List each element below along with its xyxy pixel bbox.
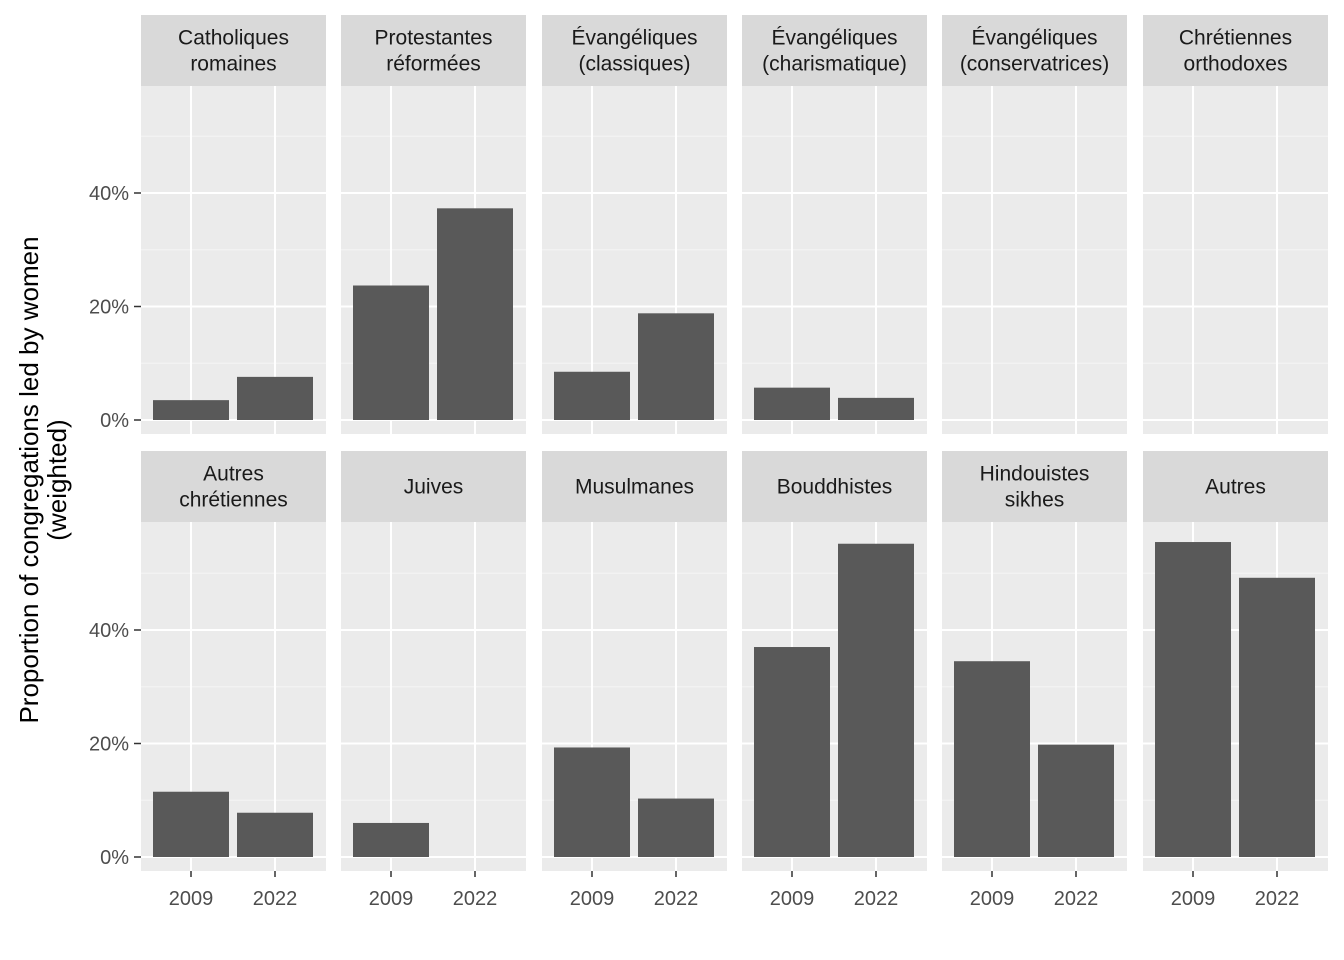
x-tick-label: 2009 [970,888,1015,910]
y-tick-label: 40% [89,620,129,642]
x-tick-label: 2009 [570,888,615,910]
facet-strip [141,15,326,86]
bar-2009 [153,791,229,857]
x-tick-label: 2022 [1054,888,1099,910]
x-tick-label: 2022 [854,888,899,910]
y-tick-label: 20% [89,734,129,756]
bar-2022 [1038,744,1114,857]
facet-strip [742,15,927,86]
bar-2009 [754,647,830,857]
bar-2009 [754,387,830,420]
bar-2022 [638,798,714,857]
facet-label: Évangéliques (classiques) [571,27,697,76]
bar-2022 [237,376,313,420]
panel-background [141,86,326,434]
y-tick-label: 0% [100,847,129,869]
bar-2009 [554,747,630,857]
facet-strip [341,451,526,522]
facet-label: Musulmanes [575,476,694,499]
y-tick-label: 20% [89,297,129,319]
facet-strip [542,15,727,86]
facet-label: Autres chrétiennes [179,463,288,512]
bar-2022 [638,313,714,420]
facet-strip [542,451,727,522]
x-tick-label: 2022 [253,888,298,910]
facet-label: Évangéliques (conservatrices) [960,27,1109,76]
x-tick-label: 2022 [453,888,498,910]
x-tick-label: 2022 [1255,888,1300,910]
bar-2009 [554,371,630,420]
x-tick-label: 2009 [1171,888,1216,910]
bar-2009 [353,822,429,857]
facet-strip [942,451,1127,522]
bar-2022 [237,812,313,857]
bar-2022 [1239,577,1315,857]
facet-strip [942,15,1127,86]
x-tick-label: 2009 [369,888,414,910]
x-tick-label: 2009 [169,888,214,910]
panel-background [341,522,526,871]
facet-label: Chrétiennes orthodoxes [1179,27,1292,76]
bar-2009 [153,400,229,420]
bar-2022 [437,208,513,420]
facet-label: Hindouistes sikhes [980,463,1090,512]
facet-strip [1143,451,1328,522]
facet-strip [1143,15,1328,86]
facet-label: Catholiques romaines [178,27,289,76]
x-tick-label: 2022 [654,888,699,910]
panel-background [942,86,1127,434]
facet-strip [141,451,326,522]
facet-strip [341,15,526,86]
bar-2009 [954,661,1030,857]
bar-2009 [353,285,429,420]
bar-2022 [838,397,914,420]
panel-background [1143,86,1328,434]
bar-2022 [838,543,914,857]
bar-2009 [1155,542,1231,857]
panel-background [742,86,927,434]
facet-label: Évangéliques (charismatique) [762,27,907,76]
facet-label: Autres [1205,476,1266,499]
facet-label: Protestantes réformées [375,27,493,76]
y-tick-label: 0% [100,410,129,432]
x-tick-label: 2009 [770,888,815,910]
facet-label: Bouddhistes [777,476,893,499]
y-axis-title: Proportion of congregations led by women… [14,236,72,723]
facet-label: Juives [404,476,464,499]
y-tick-label: 40% [89,183,129,205]
facet-strip [742,451,927,522]
